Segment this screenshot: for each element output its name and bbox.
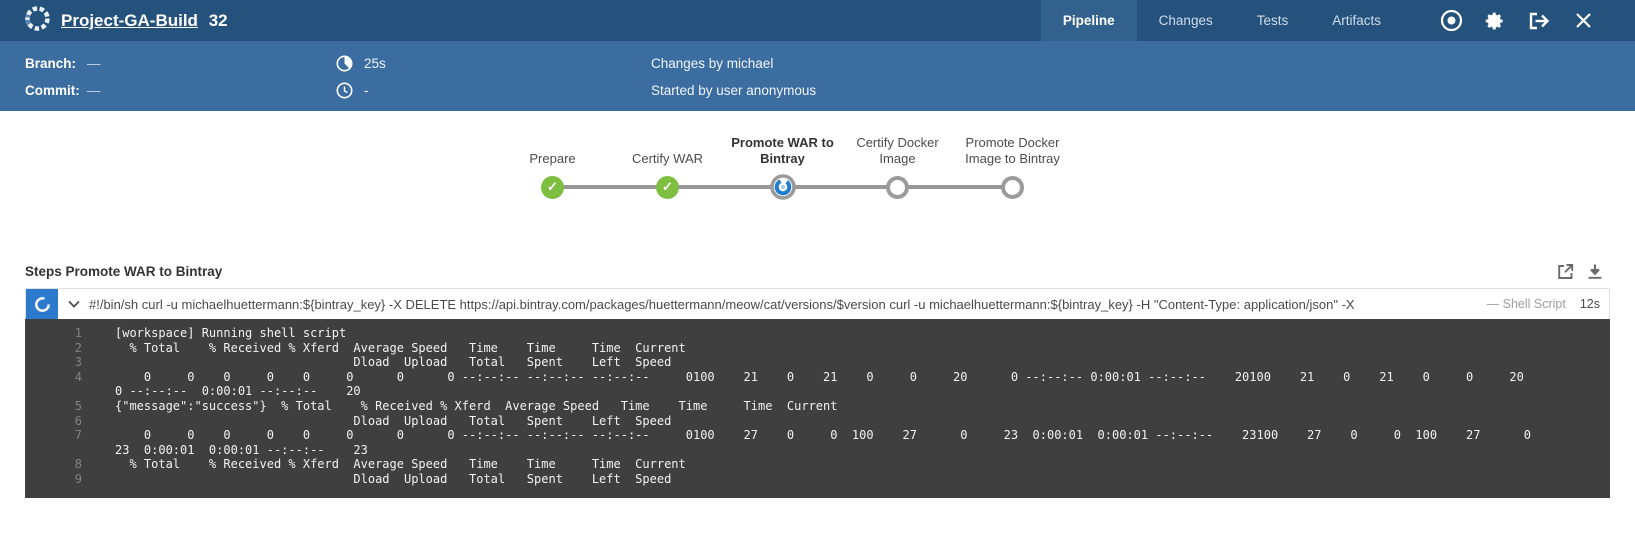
branch-label: Branch: <box>25 56 77 71</box>
stage-label: Promote WAR to Bintray <box>731 135 834 166</box>
tab-pipeline[interactable]: Pipeline <box>1040 0 1137 41</box>
console-line-number[interactable]: 8 <box>74 457 82 472</box>
settings-gear-icon[interactable] <box>1473 0 1517 41</box>
commit-label: Commit: <box>25 83 80 98</box>
stage-label: Certify Docker Image <box>856 135 939 166</box>
started-by-text: Started by user anonymous <box>651 83 817 98</box>
run-duration: 25s <box>364 56 386 71</box>
branch-value: — <box>87 56 101 71</box>
build-number: 32 <box>208 10 228 30</box>
console-line: 0 --:--:-- 0:00:01 --:--:-- 20 <box>25 384 1610 399</box>
console-line-number[interactable]: 2 <box>74 340 82 355</box>
pipeline-stage[interactable]: Certify Docker Image <box>840 135 955 200</box>
pipeline-name-link[interactable]: Project-GA-Build <box>61 10 198 30</box>
header-actions <box>1429 0 1635 41</box>
console-line-text: % Total % Received % Xferd Average Speed… <box>115 457 686 472</box>
console-line-text: 0 0 0 0 0 0 0 0 --:--:-- --:--:-- --:--:… <box>115 369 1524 384</box>
console-line-number[interactable]: 3 <box>74 355 82 370</box>
commit-value: — <box>87 83 101 98</box>
pipeline-stage[interactable]: Prepare ✓ <box>495 135 610 200</box>
console-line-text: Dload Upload Total Spent Left Speed <box>115 355 672 370</box>
steps-title: Steps Promote WAR to Bintray <box>25 263 223 279</box>
open-in-new-window-icon[interactable] <box>1550 261 1580 281</box>
download-log-icon[interactable] <box>1580 261 1610 281</box>
pipeline-stage[interactable]: Promote WAR to Bintray <box>725 135 840 200</box>
console-line-number <box>25 443 82 458</box>
stage-label: Promote Docker Image to Bintray <box>965 135 1060 166</box>
console-line: 8 % Total % Received % Xferd Average Spe… <box>25 457 1610 472</box>
console-line-text: 0 0 0 0 0 0 0 0 --:--:-- --:--:-- --:--:… <box>115 428 1532 443</box>
console-line-number[interactable]: 7 <box>74 428 82 443</box>
stage-row: Prepare ✓ Certify WAR ✓ Promote WAR to Bintra… <box>495 135 1070 200</box>
step-duration: 12s <box>1579 297 1600 311</box>
console-line: 2 % Total % Received % Xferd Average Spe… <box>25 341 1610 356</box>
console-line-number[interactable]: 5 <box>74 398 82 413</box>
branch-commit-column: Branch: — Commit: — <box>25 41 101 104</box>
console-line: 9 Dload Upload Total Spent Left Speed <box>25 472 1610 487</box>
step-command-text: #!/bin/sh curl -u michaelhuettermann:${b… <box>89 296 1355 312</box>
close-icon[interactable] <box>1561 0 1605 41</box>
console-line: 23 0:00:01 0:00:01 --:--:-- 23 <box>25 443 1610 458</box>
stop-build-icon[interactable] <box>1429 0 1473 41</box>
console-line: 7 0 0 0 0 0 0 0 0 --:--:-- --:--:-- --:-… <box>25 428 1610 443</box>
stage-pending-icon <box>886 175 909 199</box>
stage-pending-icon <box>1001 175 1024 199</box>
run-title: Project-GA-Build 32 <box>61 11 228 31</box>
console-line-text: 23 0:00:01 0:00:01 --:--:-- 23 <box>115 442 368 457</box>
changes-by-text: Changes by michael <box>651 56 774 71</box>
step-row-shell-script[interactable]: #!/bin/sh curl -u michaelhuettermann:${b… <box>25 288 1610 319</box>
console-line-text: Dload Upload Total Spent Left Speed <box>115 413 672 428</box>
console-line: 1 [workspace] Running shell script <box>25 326 1610 341</box>
step-type-label: — Shell Script <box>1486 297 1566 311</box>
console-line-text: [workspace] Running shell script <box>115 326 347 340</box>
console-line-number[interactable]: 6 <box>74 413 82 428</box>
stage-label: Certify WAR <box>631 151 704 166</box>
top-header: Project-GA-Build 32 Pipeline Changes Tes… <box>0 0 1635 41</box>
console-line-text: {"message":"success"} % Total % Received… <box>115 398 838 413</box>
tab-tests[interactable]: Tests <box>1256 13 1289 28</box>
step-running-status-icon <box>26 289 58 319</box>
duration-icon <box>336 55 353 72</box>
stage-success-icon: ✓ <box>656 175 679 199</box>
run-info-bar: Branch: — Commit: — 25s <box>0 41 1635 111</box>
timing-column: 25s - <box>336 41 386 104</box>
steps-header: Steps Promote WAR to Bintray <box>25 261 1610 281</box>
chevron-down-icon <box>68 300 80 308</box>
console-line-number[interactable]: 1 <box>74 326 82 340</box>
console-log: 1 [workspace] Running shell script 2 % Tot… <box>25 319 1610 498</box>
go-to-classic-icon[interactable] <box>1517 0 1561 41</box>
console-line-number[interactable]: 9 <box>74 471 82 486</box>
stage-label: Prepare <box>529 151 576 166</box>
console-line: 5 {"message":"success"} % Total % Receive… <box>25 399 1610 414</box>
console-line: 3 Dload Upload Total Spent Left Speed <box>25 355 1610 370</box>
pipeline-graph: Prepare ✓ Certify WAR ✓ Promote WAR to Bintra… <box>0 111 1635 245</box>
run-start-time: - <box>364 83 369 98</box>
attribution-column: Changes by michael Started by user anony… <box>651 41 816 104</box>
console-line: 4 0 0 0 0 0 0 0 0 --:--:-- --:--:-- --:-… <box>25 370 1610 385</box>
console-line-number[interactable]: 4 <box>74 369 82 384</box>
pipeline-stage[interactable]: Promote Docker Image to Bintray <box>955 135 1070 200</box>
stage-running-spinner-icon <box>769 174 796 200</box>
console-line: 6 Dload Upload Total Spent Left Speed <box>25 414 1610 429</box>
console-line-number <box>25 384 82 399</box>
stage-success-icon: ✓ <box>541 175 564 199</box>
tab-artifacts[interactable]: Artifacts <box>1332 13 1381 28</box>
run-tabs: Pipeline Changes Tests Artifacts <box>1040 0 1403 41</box>
tab-changes[interactable]: Changes <box>1158 13 1213 28</box>
console-line-text: % Total % Received % Xferd Average Speed… <box>115 340 686 355</box>
console-line-text: 0 --:--:-- 0:00:01 --:--:-- 20 <box>115 384 361 399</box>
blue-ocean-logo-icon[interactable] <box>24 5 51 37</box>
clock-icon <box>336 82 353 99</box>
console-line-text: Dload Upload Total Spent Left Speed <box>115 471 672 486</box>
pipeline-stage[interactable]: Certify WAR ✓ <box>610 135 725 200</box>
